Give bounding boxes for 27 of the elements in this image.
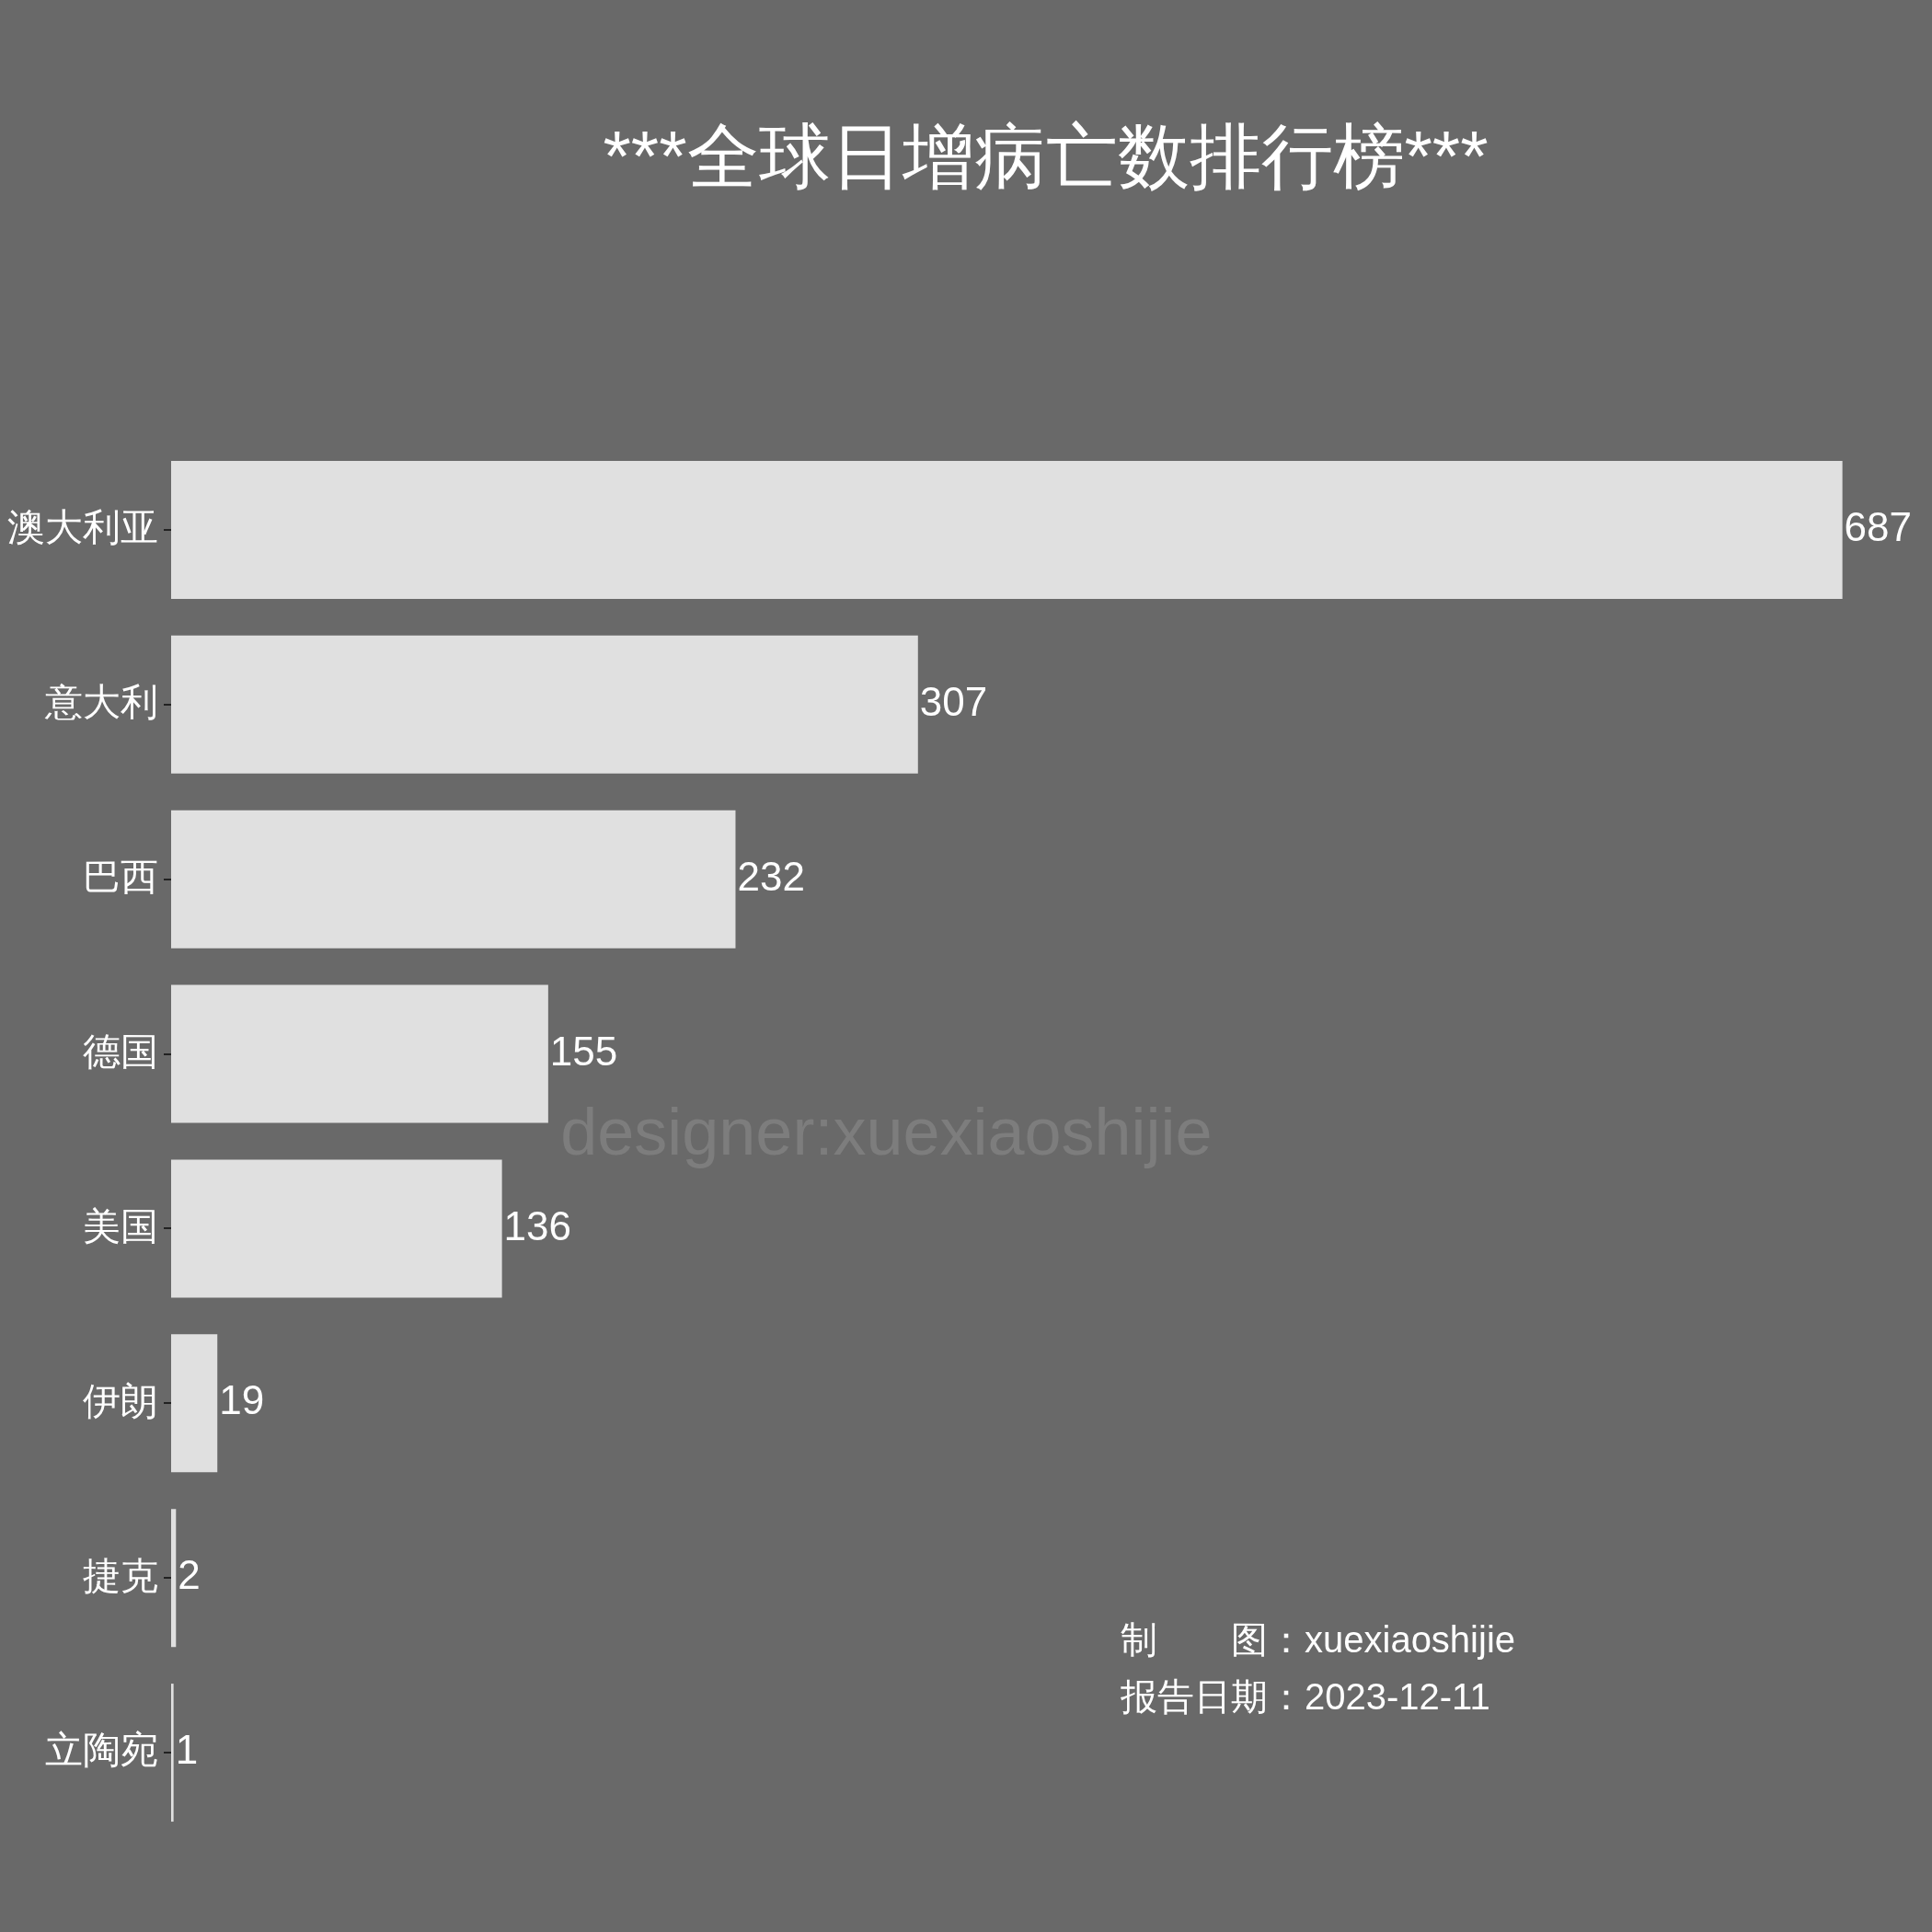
annotation: 报告日期：2023-12-11 [1120,1676,1490,1718]
data-label: 307 [919,678,988,724]
y-tick-label: 德国 [83,1029,158,1073]
data-label: 19 [219,1377,265,1423]
y-tick-label: 捷克 [83,1554,158,1597]
bar [171,635,918,774]
y-tick-label: 伊朗 [83,1379,158,1422]
data-label: 2 [178,1552,201,1598]
y-tick-label: 意大利 [44,681,158,724]
y-tick-label: 美国 [83,1204,158,1248]
bar [171,1334,218,1473]
bar [171,810,736,949]
annotation: 制 图：xuexiaoshijie [1121,1619,1516,1661]
data-label: 687 [1844,504,1913,550]
data-label: 155 [549,1028,618,1074]
bar [171,1509,177,1648]
data-label: 136 [503,1202,572,1248]
bar [171,460,1843,599]
bar [171,984,548,1123]
y-tick-label: 澳大利亚 [7,506,158,549]
chart-title: ***全球日增病亡数排行榜*** [603,115,1489,197]
y-tick-label: 巴西 [83,856,158,898]
data-label: 1 [175,1727,199,1773]
bar [171,1684,174,1823]
y-tick-label: 立陶宛 [45,1729,158,1772]
data-label: 232 [737,853,805,899]
bar [171,1159,502,1298]
